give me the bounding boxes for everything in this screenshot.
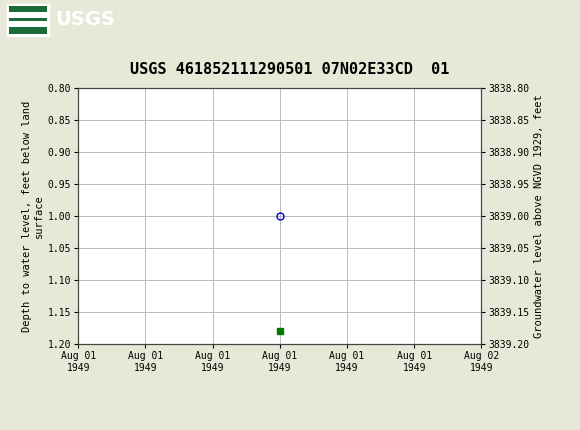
Y-axis label: Depth to water level, feet below land
surface: Depth to water level, feet below land su…	[22, 101, 44, 332]
Bar	[9, 6, 47, 34]
Bar	[7, 4, 49, 36]
Text: USGS 461852111290501 07N02E33CD  01: USGS 461852111290501 07N02E33CD 01	[130, 62, 450, 77]
Bar	[9, 21, 47, 27]
Text: USGS: USGS	[56, 10, 115, 30]
Bar	[9, 12, 47, 18]
Y-axis label: Groundwater level above NGVD 1929, feet: Groundwater level above NGVD 1929, feet	[534, 94, 543, 338]
